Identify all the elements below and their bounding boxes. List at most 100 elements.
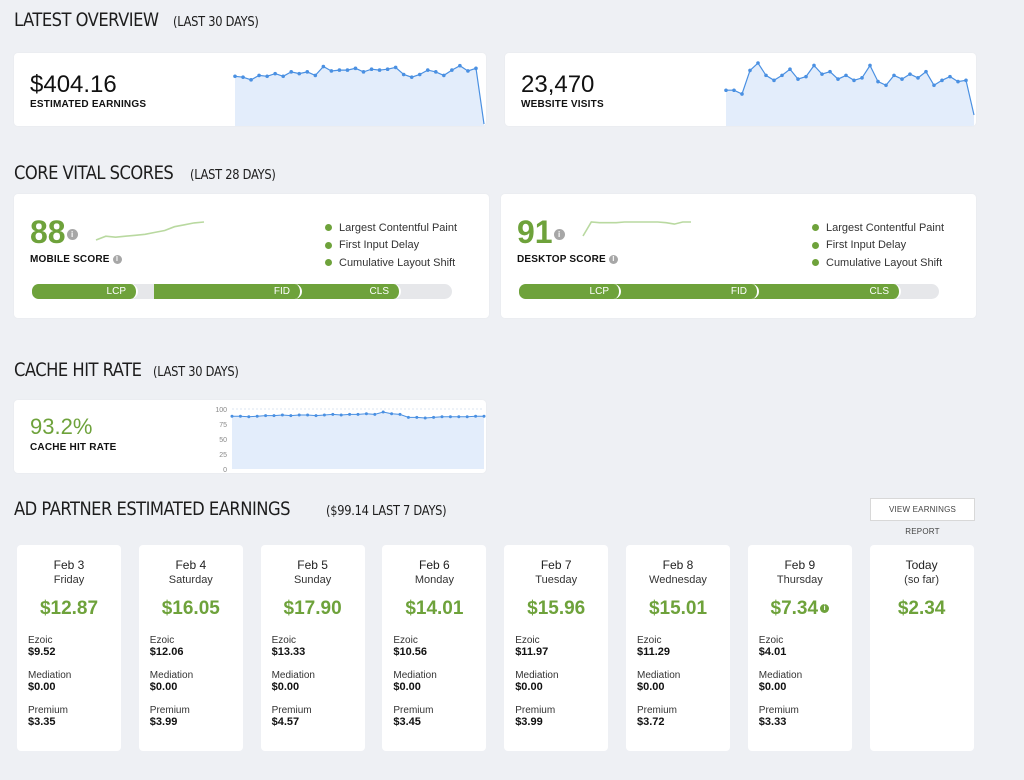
mediation-value: $0.00 [637, 681, 665, 693]
sparkline-point [442, 73, 446, 78]
green-dot-icon [812, 241, 819, 249]
mediation-value: $0.00 [271, 681, 300, 693]
mediation-label: Mediation [28, 670, 72, 681]
mobile-score-card[interactable]: 88 i MOBILE SCORE i Largest Contentful Pa… [14, 194, 489, 318]
desktop-score-number: 91 [517, 214, 553, 250]
cache-card[interactable]: 93.2% CACHE HIT RATE 100 75 50 25 0 [14, 400, 486, 473]
sparkline-point [724, 88, 728, 93]
mobile-score-label: MOBILE SCORE i [30, 254, 122, 265]
sparkline-point [836, 77, 840, 81]
day-date: Feb 4 [175, 558, 207, 572]
day-card-3[interactable]: Feb 6 Monday $14.01 Ezoic $10.56 Mediati… [382, 545, 487, 751]
cache-point [238, 414, 242, 418]
earnings-card[interactable]: $404.16 ESTIMATED EARNINGS [14, 53, 486, 126]
ezoic-value: $13.33 [271, 646, 306, 658]
day-total: $14.01 [382, 598, 486, 620]
visits-label: WEBSITE VISITS [521, 99, 604, 110]
premium-label: Premium [149, 705, 190, 716]
cache-point [280, 413, 284, 417]
day-card-4[interactable]: Feb 7 Tuesday $15.96 Ezoic $11.97 Mediat… [504, 545, 609, 751]
visits-card[interactable]: 23,470 WEBSITE VISITS [505, 53, 976, 126]
cache-point [331, 412, 335, 416]
trend-line [582, 221, 691, 237]
sparkline-point [337, 68, 342, 72]
cache-title: CACHE HIT RATE (LAST 30 DAYS) [14, 359, 251, 381]
day-date: Feb 7 [540, 558, 572, 572]
overview-period: (LAST 30 DAYS) [173, 15, 259, 30]
sparkline-point [852, 78, 856, 83]
info-icon[interactable]: i [66, 229, 78, 241]
visits-value: 23,470 [521, 71, 595, 98]
info-icon[interactable]: i [820, 604, 830, 614]
day-total-value: $15.01 [648, 598, 708, 619]
view-earnings-report-button[interactable]: VIEW EARNINGS REPORT [870, 498, 975, 536]
cache-chart: 100 75 50 25 0 [215, 407, 486, 473]
day-date: Feb 5 [297, 558, 328, 572]
cache-area [232, 412, 484, 469]
day-date: Today [905, 558, 938, 572]
sparkline-point [329, 69, 334, 73]
sparkline-point [345, 68, 350, 72]
cache-heading: CACHE HIT RATE [14, 359, 142, 381]
day-total: $15.96 [504, 598, 608, 620]
sparkline-point [748, 68, 752, 73]
day-weekday: (so far) [904, 574, 940, 586]
mediation-label: Mediation [393, 670, 437, 681]
sparkline-point [932, 83, 936, 88]
ezoic-value: $12.06 [149, 646, 184, 658]
cache-point [314, 414, 318, 418]
day-card-2[interactable]: Feb 5 Sunday $17.90 Ezoic $13.33 Mediati… [260, 545, 365, 751]
mediation-label: Mediation [637, 670, 681, 681]
premium-value: $3.99 [149, 716, 178, 728]
sparkline-point [377, 68, 382, 72]
legend-item: Largest Contentful Paint [812, 219, 944, 237]
day-card-7[interactable]: Today (so far) $2.34 [869, 545, 974, 751]
day-card-5[interactable]: Feb 8 Wednesday $15.01 Ezoic $11.29 Medi… [626, 545, 730, 751]
sparkline-point [466, 69, 470, 73]
premium-value: $4.57 [271, 716, 300, 728]
green-dot-icon [325, 224, 332, 232]
cache-point [381, 410, 385, 414]
info-icon[interactable]: i [608, 254, 618, 264]
day-card-0[interactable]: Feb 3 Friday $12.87 Ezoic $9.52 Mediatio… [17, 545, 121, 751]
mediation-label: Mediation [515, 670, 559, 681]
sparkline-point [385, 67, 390, 71]
day-card-6[interactable]: Feb 9 Thursday $7.34 i Ezoic $4.01 Mediat… [747, 545, 852, 751]
sparkline-point [924, 69, 928, 74]
sparkline-point [249, 78, 253, 82]
overview-heading: LATEST OVERVIEW [14, 9, 159, 31]
cache-point [339, 413, 343, 417]
cache-period: (LAST 30 DAYS) [153, 365, 239, 380]
info-icon[interactable]: i [553, 229, 565, 241]
y-tick-label: 0 [223, 467, 227, 473]
legend-fid: First Input Delay [826, 239, 907, 252]
legend-cls: Cumulative Layout Shift [339, 256, 456, 269]
cache-point [364, 412, 368, 416]
sparkline-point [892, 73, 896, 78]
ezoic-label: Ezoic [271, 635, 297, 646]
cache-point [306, 413, 310, 417]
ezoic-label: Ezoic [758, 635, 784, 646]
cache-point [230, 414, 234, 418]
day-total: $16.05 [139, 598, 243, 620]
day-card-1[interactable]: Feb 4 Saturday $16.05 Ezoic $12.06 Media… [138, 545, 243, 751]
legend-item: Cumulative Layout Shift [812, 254, 944, 272]
premium-label: Premium [271, 705, 312, 716]
desktop-score-card[interactable]: 91 i DESKTOP SCORE i Largest Contentful P… [501, 194, 976, 318]
mobile-trend-line [95, 221, 205, 241]
core-heading: CORE VITAL SCORES [14, 162, 174, 184]
day-weekday: Sunday [293, 574, 332, 586]
day-weekday: Saturday [168, 574, 213, 586]
sparkline-point [884, 83, 888, 88]
day-total: $7.34 i [748, 598, 852, 620]
cache-point [348, 412, 352, 416]
segment-cls: CLS [294, 284, 401, 299]
premium-label: Premium [637, 705, 678, 716]
earnings-label: ESTIMATED EARNINGS [30, 99, 147, 110]
sparkline-point [273, 71, 277, 76]
cache-point [373, 412, 377, 416]
day-total: $12.87 [17, 598, 121, 620]
desktop-score-bar: CLS FID LCP [519, 284, 939, 299]
info-icon[interactable]: i [112, 254, 122, 264]
partners-period: ($99.14 LAST 7 DAYS) [325, 504, 447, 519]
